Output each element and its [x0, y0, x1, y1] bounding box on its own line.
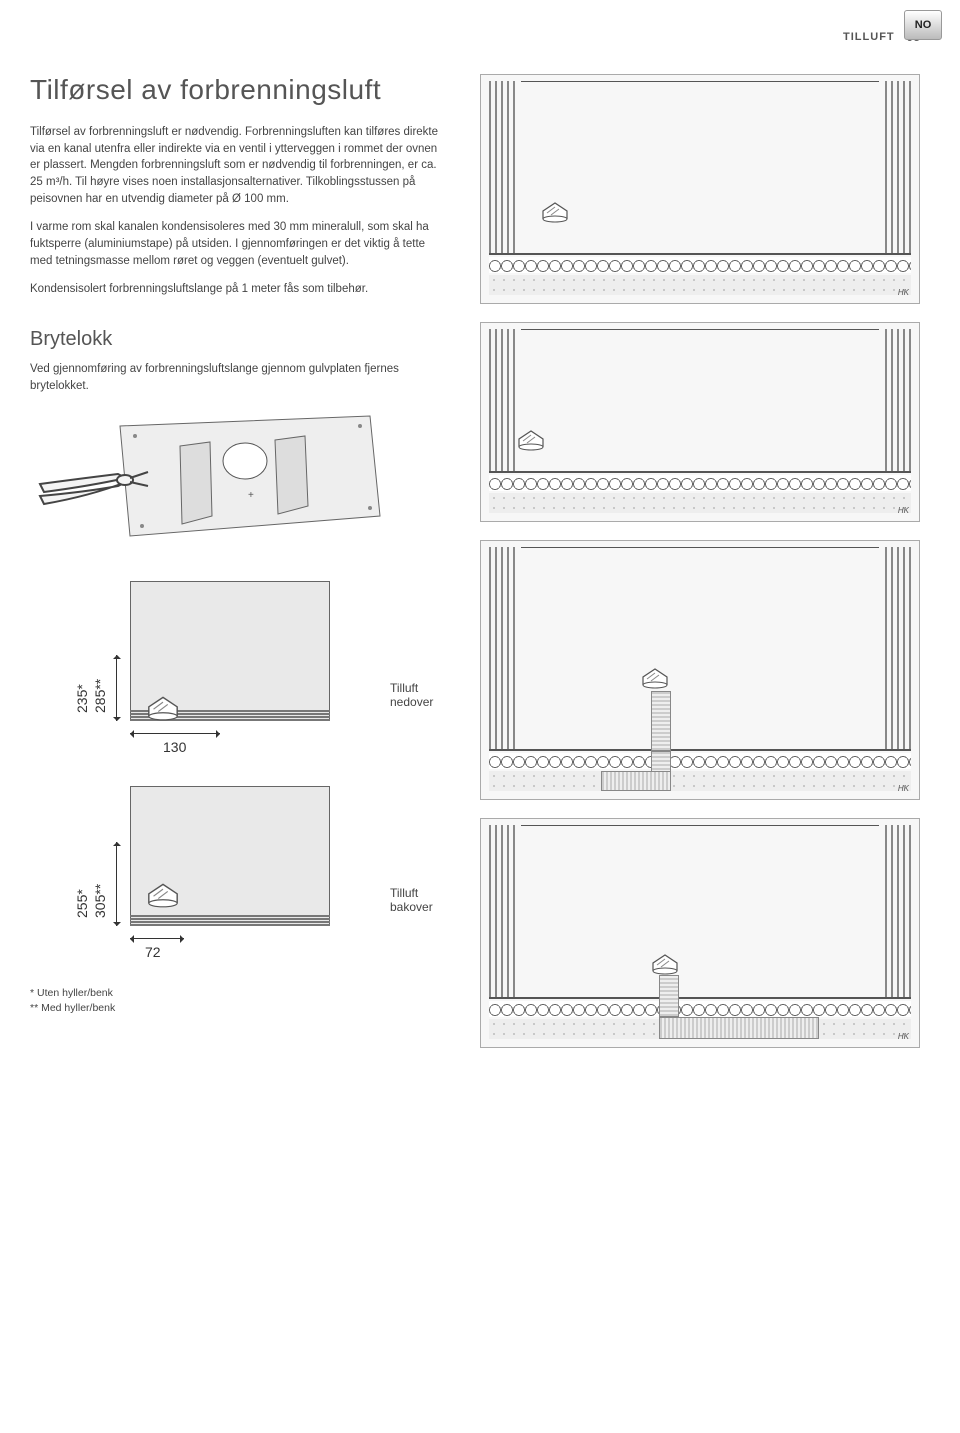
hk-label: HK	[898, 784, 909, 793]
install-diagram-3: HK	[480, 540, 920, 800]
drawing-caption: Tilluft bakover	[390, 886, 433, 914]
paragraph-2: I varme rom skal kanalen kondensisoleres…	[30, 219, 450, 269]
page-header: TILLUFT 95	[30, 30, 920, 44]
section-label: TILLUFT	[843, 31, 895, 43]
dimension-drawings: 235*285** 130 Tilluft nedover 255*305** 72 Ti…	[30, 581, 450, 966]
page-title: Tilførsel av forbrenningsluft	[30, 74, 450, 106]
paragraph-3: Kondensisolert forbrenningsluftslange på…	[30, 281, 450, 298]
footnote-1: * Uten hyller/benk	[30, 986, 450, 1001]
brytelokk-illustration: +	[30, 406, 390, 556]
hk-label: HK	[898, 1032, 909, 1041]
footnote-2: ** Med hyller/benk	[30, 1001, 450, 1016]
svg-text:+: +	[248, 490, 254, 501]
install-diagram-4: HK	[480, 818, 920, 1048]
dim-value: 72	[145, 944, 161, 960]
dim-value: 255*	[74, 890, 90, 919]
hk-label: HK	[898, 288, 909, 297]
right-column: HK HK HK HK	[480, 74, 920, 1066]
sub-paragraph: Ved gjennomføring av forbrenningsluftsla…	[30, 361, 450, 394]
dimension-drawing-1: 235*285**130Tilluft nedover	[70, 581, 330, 761]
dim-value: 285**	[92, 679, 108, 713]
dimension-drawing-2: 255*305**72Tilluft bakover	[70, 786, 330, 966]
install-diagram-1: HK	[480, 74, 920, 304]
footnotes: * Uten hyller/benk ** Med hyller/benk	[30, 986, 450, 1015]
drawing-caption: Tilluft nedover	[390, 681, 433, 709]
install-diagram-2: HK	[480, 322, 920, 522]
paragraph-1: Tilførsel av forbrenningsluft er nødvend…	[30, 124, 450, 207]
left-column: Tilførsel av forbrenningsluft Tilførsel …	[30, 74, 450, 1066]
subheading-brytelokk: Brytelokk	[30, 328, 450, 351]
dim-value: 130	[163, 739, 186, 755]
dim-value: 305**	[92, 884, 108, 918]
hk-label: HK	[898, 506, 909, 515]
language-badge: NO	[904, 10, 942, 40]
dim-value: 235*	[74, 685, 90, 714]
